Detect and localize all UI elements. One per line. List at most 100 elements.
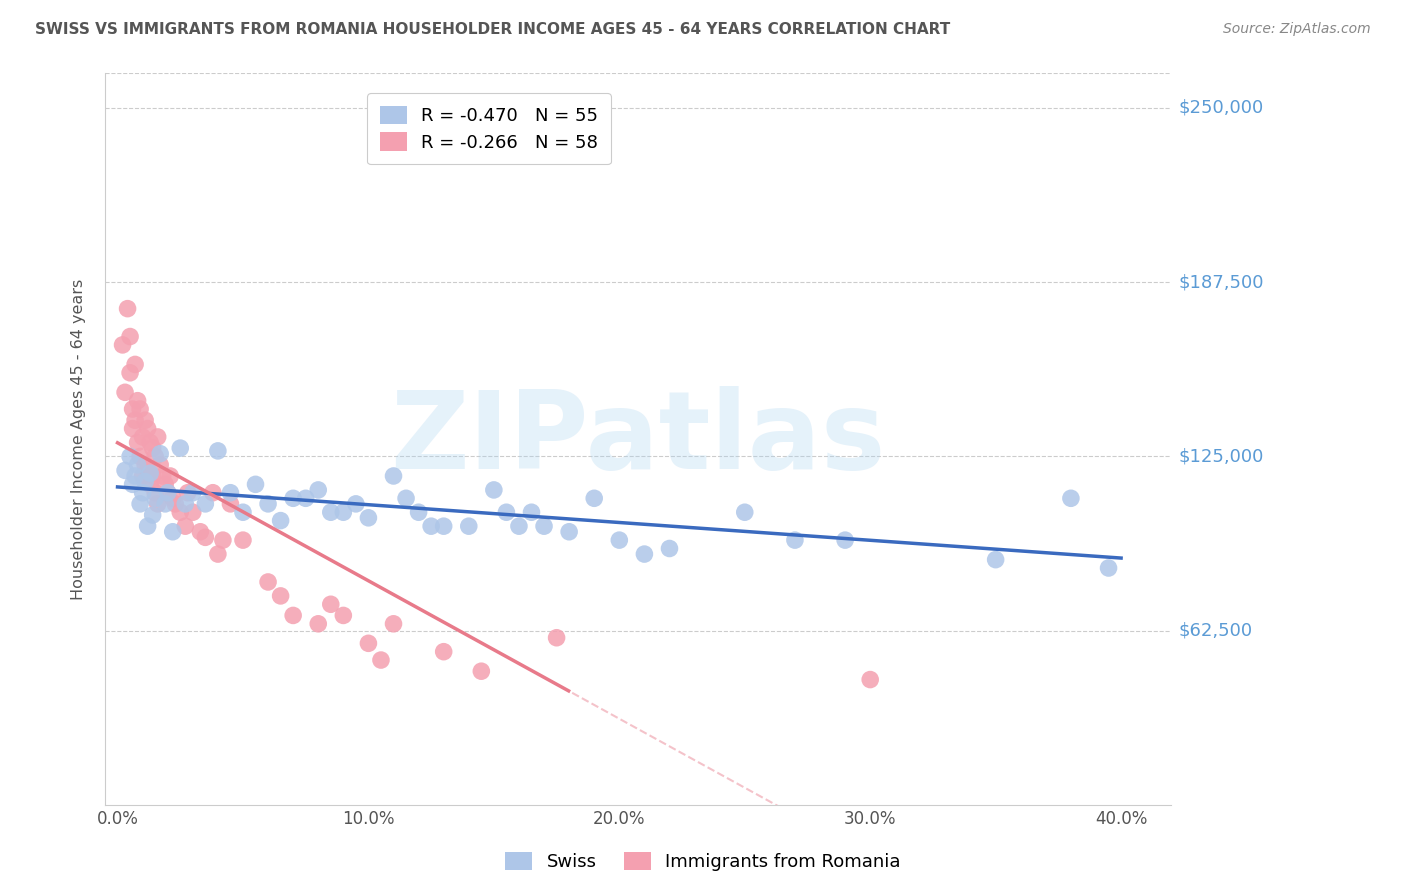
Point <box>319 505 342 519</box>
Point <box>146 497 169 511</box>
Point <box>124 413 146 427</box>
Point <box>129 450 152 464</box>
Point <box>111 338 134 352</box>
Point <box>181 485 204 500</box>
Point <box>482 483 505 497</box>
Point <box>149 447 172 461</box>
Point <box>307 483 329 497</box>
Point <box>201 485 224 500</box>
Y-axis label: Householder Income Ages 45 - 64 years: Householder Income Ages 45 - 64 years <box>72 278 86 599</box>
Point <box>245 477 267 491</box>
Point <box>408 505 430 519</box>
Point <box>270 514 292 528</box>
Point <box>120 450 142 464</box>
Point <box>283 491 305 506</box>
Point <box>162 524 184 539</box>
Point <box>344 497 367 511</box>
Point <box>382 469 405 483</box>
Text: SWISS VS IMMIGRANTS FROM ROMANIA HOUSEHOLDER INCOME AGES 45 - 64 YEARS CORRELATI: SWISS VS IMMIGRANTS FROM ROMANIA HOUSEHO… <box>35 22 950 37</box>
Point <box>129 402 152 417</box>
Point <box>121 477 143 491</box>
Point <box>127 435 149 450</box>
Point <box>1097 561 1119 575</box>
Point <box>207 547 229 561</box>
Point <box>319 597 342 611</box>
Point <box>457 519 479 533</box>
Point <box>134 413 156 427</box>
Point <box>143 491 166 506</box>
Point <box>142 508 165 522</box>
Point <box>159 469 181 483</box>
Point <box>370 653 392 667</box>
Point <box>219 497 242 511</box>
Point <box>139 477 162 491</box>
Point <box>207 443 229 458</box>
Point <box>307 616 329 631</box>
Point <box>194 497 217 511</box>
Point <box>143 485 166 500</box>
Point <box>558 524 581 539</box>
Point <box>177 485 200 500</box>
Point <box>520 505 543 519</box>
Point <box>834 533 856 548</box>
Point <box>117 301 139 316</box>
Point <box>121 402 143 417</box>
Point <box>152 469 174 483</box>
Text: $250,000: $250,000 <box>1178 99 1264 117</box>
Point <box>121 421 143 435</box>
Point <box>232 505 254 519</box>
Text: $125,000: $125,000 <box>1178 448 1264 466</box>
Point <box>859 673 882 687</box>
Point <box>153 477 176 491</box>
Point <box>142 469 165 483</box>
Text: $187,500: $187,500 <box>1178 273 1264 291</box>
Point <box>212 533 235 548</box>
Text: ZIPatlas: ZIPatlas <box>391 386 886 492</box>
Point <box>357 636 380 650</box>
Point <box>783 533 806 548</box>
Point <box>420 519 443 533</box>
Point <box>156 485 179 500</box>
Point <box>162 491 184 506</box>
Point <box>114 385 136 400</box>
Point <box>174 519 197 533</box>
Legend: R = -0.470   N = 55, R = -0.266   N = 58: R = -0.470 N = 55, R = -0.266 N = 58 <box>367 93 610 164</box>
Point <box>270 589 292 603</box>
Point <box>1060 491 1083 506</box>
Point <box>332 505 354 519</box>
Point <box>136 421 159 435</box>
Point <box>142 441 165 455</box>
Point <box>382 616 405 631</box>
Point <box>395 491 418 506</box>
Point <box>156 485 179 500</box>
Point <box>131 485 153 500</box>
Point <box>219 485 242 500</box>
Point <box>139 435 162 450</box>
Point <box>332 608 354 623</box>
Point <box>734 505 756 519</box>
Point <box>127 393 149 408</box>
Point <box>153 497 176 511</box>
Point <box>169 505 191 519</box>
Point <box>131 430 153 444</box>
Point <box>114 463 136 477</box>
Point <box>433 519 456 533</box>
Point <box>149 458 172 472</box>
Point <box>607 533 630 548</box>
Point <box>120 366 142 380</box>
Point <box>433 645 456 659</box>
Point <box>546 631 568 645</box>
Legend: Swiss, Immigrants from Romania: Swiss, Immigrants from Romania <box>498 845 908 879</box>
Point <box>124 358 146 372</box>
Point <box>143 450 166 464</box>
Point <box>984 552 1007 566</box>
Point <box>134 458 156 472</box>
Text: $62,500: $62,500 <box>1178 622 1253 640</box>
Point <box>194 530 217 544</box>
Point <box>283 608 305 623</box>
Point <box>257 497 280 511</box>
Point <box>232 533 254 548</box>
Point <box>508 519 530 533</box>
Point <box>181 505 204 519</box>
Point <box>127 458 149 472</box>
